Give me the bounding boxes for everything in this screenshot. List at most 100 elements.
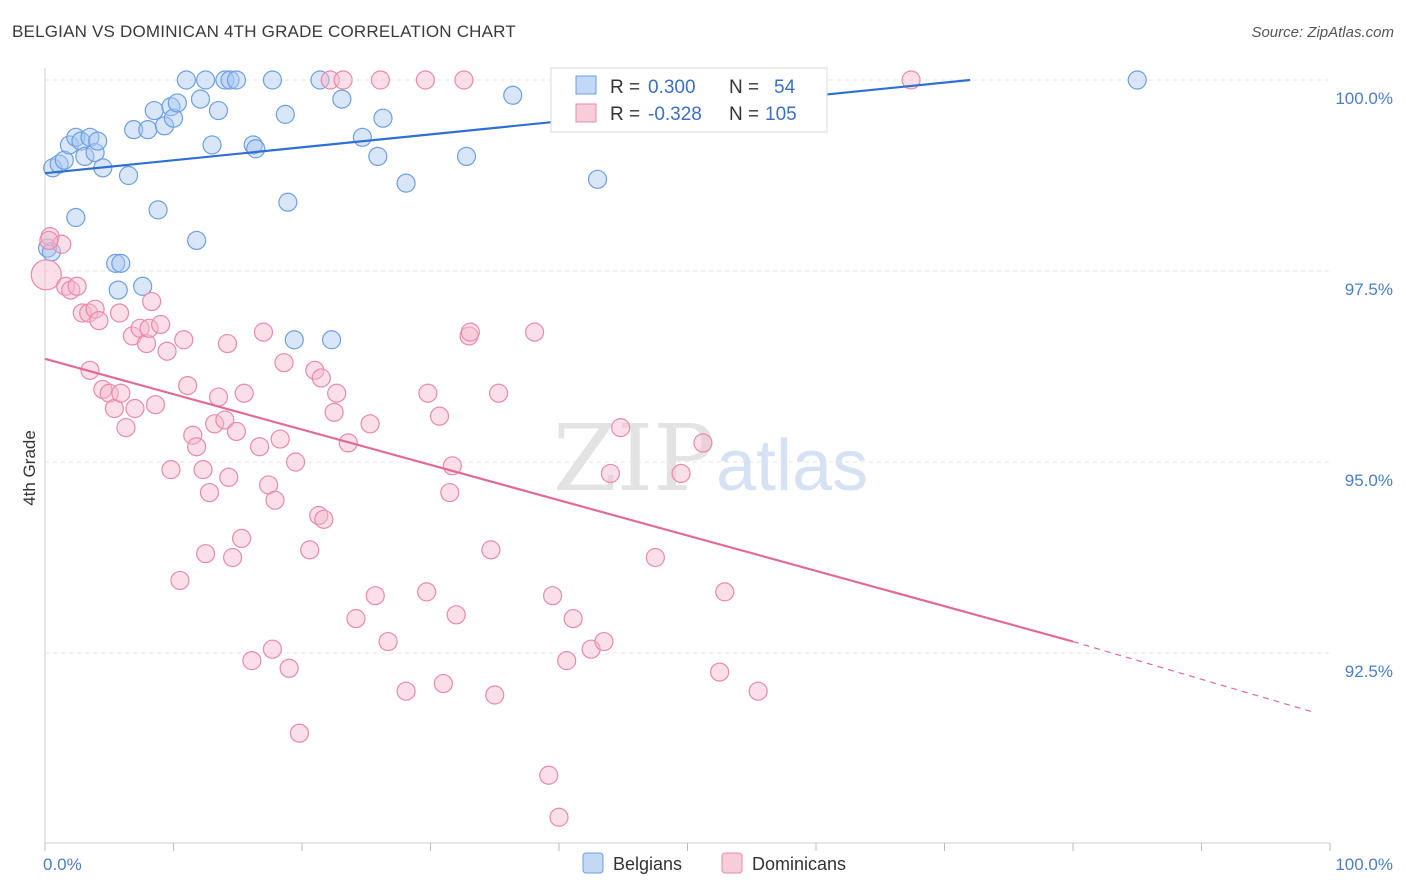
dominican-point — [549, 807, 569, 827]
series-dominicans — [30, 70, 921, 827]
dominican-point — [199, 482, 220, 503]
belgian-point — [167, 93, 187, 113]
belgian-point — [37, 238, 58, 258]
dominican-point — [563, 609, 583, 629]
dominican-point — [485, 685, 505, 705]
belgian-point — [215, 70, 235, 90]
axes — [44, 68, 1331, 851]
belgian-point — [220, 70, 240, 90]
belgian-point — [275, 104, 295, 124]
belgian-point — [59, 135, 80, 155]
dominican-point — [327, 383, 347, 403]
dominican-point — [418, 383, 438, 403]
dominican-point — [223, 547, 243, 568]
dominican-point — [72, 303, 92, 323]
dominican-point — [161, 460, 181, 480]
dominican-point — [645, 547, 665, 568]
dominican-point — [314, 509, 334, 529]
x-tick-label-1: 100.0% — [1335, 855, 1393, 874]
dominican-point — [481, 540, 501, 560]
dominican-point — [370, 70, 390, 90]
dominican-point — [219, 467, 239, 487]
dominican-point — [217, 333, 238, 354]
dominican-point — [151, 314, 171, 335]
dominican-point — [226, 421, 247, 442]
belgian-point — [148, 200, 168, 220]
dominican-point — [30, 259, 62, 291]
dominican-point — [242, 651, 262, 671]
legend-swatch-belgians — [575, 75, 597, 95]
dominican-point — [611, 418, 631, 438]
legend-n-label-belgians: N = — [729, 77, 759, 98]
dominican-point — [89, 311, 109, 331]
dominican-point — [85, 299, 105, 319]
dominican-point — [116, 418, 136, 438]
dominican-point — [157, 341, 177, 361]
stats-legend-box — [550, 67, 828, 133]
dominican-point — [270, 429, 290, 449]
dominican-point — [346, 609, 366, 629]
belgian-point — [49, 154, 69, 174]
belgian-point — [246, 139, 266, 159]
dominican-point — [234, 383, 254, 403]
belgian-point — [144, 100, 164, 121]
dominican-point — [145, 395, 166, 415]
dominican-point — [557, 651, 577, 671]
dominican-point — [542, 586, 563, 606]
dominican-point — [193, 460, 213, 480]
dominican-point — [249, 437, 270, 457]
belgian-point — [396, 173, 416, 193]
dominican-point — [539, 765, 559, 785]
belgian-point — [187, 230, 207, 251]
stats-legend: R = 0.300 N = 54 R = -0.328 N = 105 — [550, 67, 828, 133]
belgian-point — [587, 169, 608, 189]
dominican-point — [600, 463, 621, 484]
belgian-point — [66, 207, 86, 228]
belgian-point — [352, 127, 372, 147]
grid-lines — [45, 79, 1330, 654]
legend-n-label-dominicans: N = — [729, 104, 759, 125]
belgian-point — [66, 127, 86, 147]
belgian-point — [368, 146, 388, 166]
belgian-point — [124, 120, 144, 140]
belgian-point — [278, 192, 298, 212]
bottom-legend-swatch-belgians — [582, 852, 604, 874]
y-tick-label-1: 97.5% — [1345, 280, 1393, 299]
belgian-point — [190, 89, 211, 109]
dominican-point — [109, 303, 130, 323]
dominican-point — [748, 681, 768, 701]
dominican-point — [205, 414, 225, 434]
belgian-point — [133, 276, 153, 296]
belgian-point — [85, 142, 105, 163]
dominican-point — [289, 723, 310, 743]
dominican-point — [139, 318, 159, 338]
dominican-point — [187, 437, 207, 457]
dominican-point — [178, 376, 198, 396]
dominican-point — [274, 353, 294, 373]
dominican-point — [208, 387, 229, 407]
dominican-point — [262, 639, 283, 659]
dominican-point — [311, 368, 331, 388]
dominican-point — [489, 383, 509, 403]
watermark-atlas: atlas — [716, 426, 868, 506]
dominican-point — [55, 276, 76, 296]
belgian-point — [163, 108, 184, 128]
belgian-point — [332, 89, 352, 109]
dominicans-trend-line — [44, 357, 1074, 643]
dominican-point — [324, 402, 344, 422]
y-tick-label-2: 95.0% — [1345, 471, 1393, 490]
belgian-point — [503, 85, 523, 105]
dominican-point — [215, 410, 235, 430]
y-tick-label-0: 100.0% — [1335, 89, 1393, 108]
dominican-point — [417, 582, 437, 602]
legend-r-label-dominicans: R = — [610, 104, 640, 125]
dominican-point — [142, 291, 162, 312]
belgian-point — [138, 120, 158, 140]
belgian-point — [456, 146, 477, 166]
dominican-point — [693, 433, 713, 453]
belgian-point — [108, 280, 128, 300]
series-belgians — [37, 70, 1147, 350]
legend-r-value-dominicans: -0.328 — [648, 104, 702, 125]
dominican-point — [524, 322, 545, 342]
